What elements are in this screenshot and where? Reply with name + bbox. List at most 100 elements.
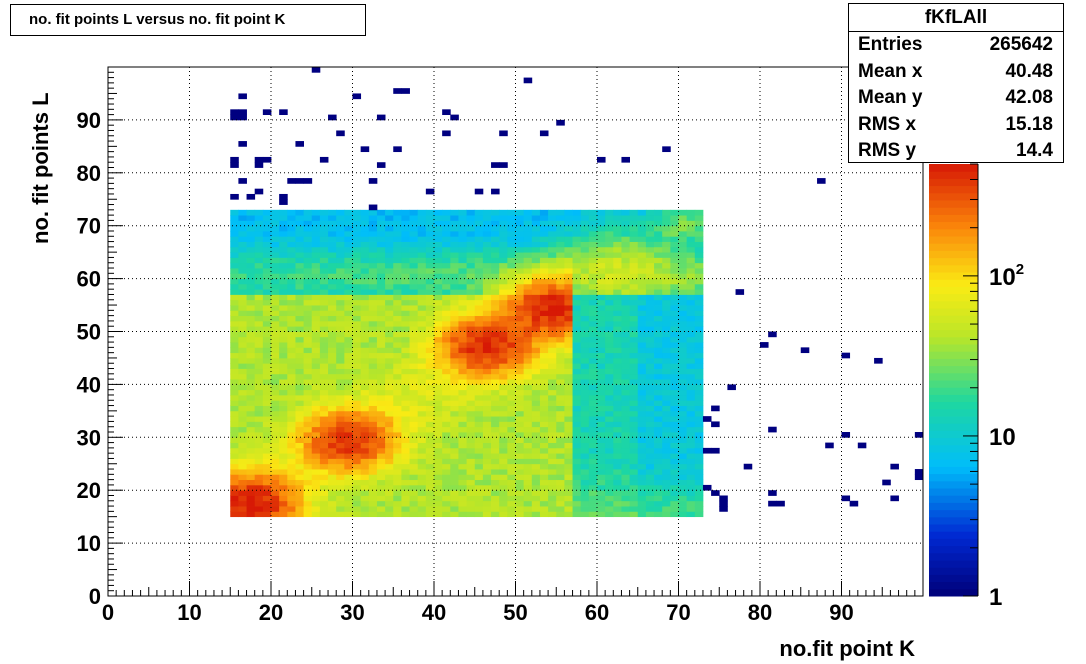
heatmap-cell xyxy=(254,463,264,470)
heatmap-cell xyxy=(425,209,435,216)
heatmap-cell xyxy=(686,474,696,481)
heatmap-cell xyxy=(311,336,321,343)
heatmap-cell xyxy=(572,268,582,274)
heatmap-cell xyxy=(442,289,451,295)
heatmap-cell xyxy=(352,246,362,253)
heatmap-cell xyxy=(645,320,655,327)
heatmap-cell xyxy=(686,379,696,385)
heatmap-cell xyxy=(548,278,557,285)
heatmap-cell xyxy=(654,273,663,279)
heatmap-cell xyxy=(491,246,500,253)
heatmap-cell xyxy=(539,458,549,465)
heatmap-cell xyxy=(572,283,582,290)
heatmap-cell xyxy=(523,236,533,242)
heatmap-cell xyxy=(662,490,671,496)
heatmap-cell xyxy=(360,405,370,412)
heatmap-cell xyxy=(588,405,598,412)
heatmap-cell xyxy=(621,294,630,301)
heatmap-cell xyxy=(271,469,280,475)
heatmap-cell xyxy=(572,320,582,327)
heatmap-cell xyxy=(401,379,410,385)
heatmap-cell xyxy=(401,236,410,242)
heatmap-cell xyxy=(328,273,337,279)
heatmap-cell xyxy=(458,225,467,232)
heatmap-sparse-cell xyxy=(776,500,785,507)
heatmap-cell xyxy=(279,379,288,385)
heatmap-cell xyxy=(531,437,541,443)
heatmap-cell xyxy=(417,511,427,518)
heatmap-cell xyxy=(238,299,247,306)
heatmap-cell xyxy=(556,495,565,502)
heatmap-cell xyxy=(262,278,272,285)
heatmap-cell xyxy=(442,363,451,369)
heatmap-cell xyxy=(254,289,264,295)
heatmap-cell xyxy=(442,474,451,481)
heatmap-sparse-cell xyxy=(662,146,671,153)
heatmap-cell xyxy=(271,246,280,253)
heatmap-cell xyxy=(499,447,508,454)
heatmap-sparse-cell xyxy=(238,109,247,116)
heatmap-cell xyxy=(629,447,639,454)
heatmap-cell xyxy=(629,215,639,221)
heatmap-cell xyxy=(434,437,443,443)
heatmap-cell xyxy=(303,225,313,232)
heatmap-cell xyxy=(499,511,508,518)
heatmap-cell xyxy=(645,410,655,417)
heatmap-cell xyxy=(654,458,663,465)
heatmap-cell xyxy=(352,432,362,438)
heatmap-cell xyxy=(417,278,427,285)
heatmap-cell xyxy=(311,500,321,507)
heatmap-cell xyxy=(548,506,557,512)
heatmap-cell xyxy=(556,331,565,338)
heatmap-sparse-cell xyxy=(491,188,500,195)
heatmap-cell xyxy=(442,246,451,253)
heatmap-cell xyxy=(417,506,427,512)
heatmap-cell xyxy=(539,421,549,428)
heatmap-cell xyxy=(271,389,280,396)
heatmap-cell xyxy=(401,368,410,375)
heatmap-cell xyxy=(474,400,484,406)
heatmap-cell xyxy=(686,289,696,295)
heatmap-cell xyxy=(580,294,590,301)
heatmap-cell xyxy=(425,500,435,507)
heatmap-cell xyxy=(645,426,655,433)
heatmap-cell xyxy=(417,305,427,311)
heatmap-cell xyxy=(686,511,696,518)
heatmap-cell xyxy=(425,262,435,269)
heatmap-cell xyxy=(409,352,419,359)
heatmap-cell xyxy=(246,421,256,428)
heatmap-cell xyxy=(507,373,516,380)
heatmap-cell xyxy=(230,236,239,242)
heatmap-cell xyxy=(645,342,655,348)
heatmap-cell xyxy=(482,500,492,507)
heatmap-cell xyxy=(466,511,476,518)
heatmap-cell xyxy=(531,469,541,475)
heatmap-cell xyxy=(482,315,492,322)
heatmap-cell xyxy=(654,289,663,295)
heatmap-cell xyxy=(425,363,435,369)
heatmap-cell xyxy=(670,416,679,422)
heatmap-cell xyxy=(645,474,655,481)
heatmap-cell xyxy=(458,511,467,518)
heatmap-cell xyxy=(662,384,671,391)
heatmap-cell xyxy=(613,209,622,216)
heatmap-cell xyxy=(629,246,639,253)
heatmap-cell xyxy=(230,506,239,512)
heatmap-cell xyxy=(670,289,679,295)
stats-value: 42.08 xyxy=(1005,87,1053,108)
x-tick-label: 80 xyxy=(748,600,772,625)
heatmap-cell xyxy=(556,416,565,422)
heatmap-cell xyxy=(393,236,402,242)
heatmap-sparse-cell xyxy=(849,500,859,507)
heatmap-cell xyxy=(531,463,541,470)
heatmap-cell xyxy=(254,379,264,385)
heatmap-cell xyxy=(645,479,655,486)
heatmap-cell xyxy=(246,294,256,301)
heatmap-cell xyxy=(539,209,549,216)
heatmap-cell xyxy=(230,352,239,359)
heatmap-cell xyxy=(539,236,549,242)
heatmap-cell xyxy=(597,463,606,470)
heatmap-cell xyxy=(279,305,288,311)
heatmap-cell xyxy=(328,336,337,343)
heatmap-cell xyxy=(662,426,671,433)
